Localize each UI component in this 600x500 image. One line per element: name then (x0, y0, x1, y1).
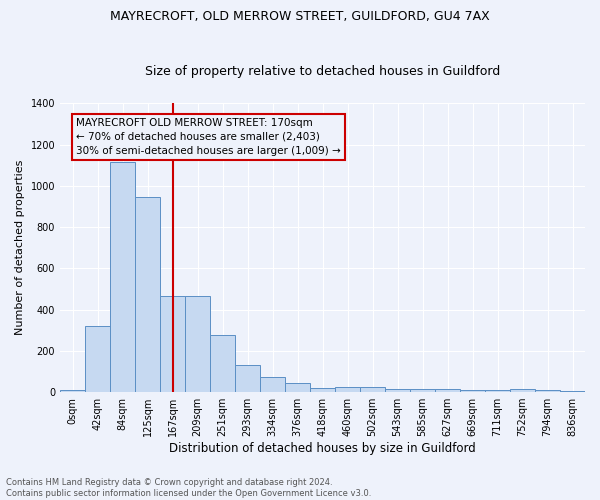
Bar (360, 387, 385, 392)
Bar (310, 388, 335, 392)
Bar (160, 296, 185, 392)
Bar (335, 387, 360, 392)
Bar (185, 296, 210, 392)
Bar (485, 390, 510, 392)
Bar (510, 389, 535, 392)
Bar (435, 389, 460, 392)
Bar (385, 389, 410, 392)
Bar (235, 366, 260, 392)
Bar (560, 391, 585, 392)
Text: MAYRECROFT OLD MERROW STREET: 170sqm
← 70% of detached houses are smaller (2,403: MAYRECROFT OLD MERROW STREET: 170sqm ← 7… (76, 118, 341, 156)
Bar (460, 390, 485, 392)
Text: Contains HM Land Registry data © Crown copyright and database right 2024.
Contai: Contains HM Land Registry data © Crown c… (6, 478, 371, 498)
Bar (135, 197, 160, 392)
Y-axis label: Number of detached properties: Number of detached properties (15, 160, 25, 336)
Bar (535, 390, 560, 392)
Bar (210, 336, 235, 392)
Bar (110, 162, 135, 392)
Bar (285, 383, 310, 392)
Title: Size of property relative to detached houses in Guildford: Size of property relative to detached ho… (145, 66, 500, 78)
Text: MAYRECROFT, OLD MERROW STREET, GUILDFORD, GU4 7AX: MAYRECROFT, OLD MERROW STREET, GUILDFORD… (110, 10, 490, 23)
Bar (85, 326, 110, 392)
Bar (60, 390, 85, 392)
X-axis label: Distribution of detached houses by size in Guildford: Distribution of detached houses by size … (169, 442, 476, 455)
Bar (410, 389, 435, 392)
Bar (260, 376, 285, 392)
